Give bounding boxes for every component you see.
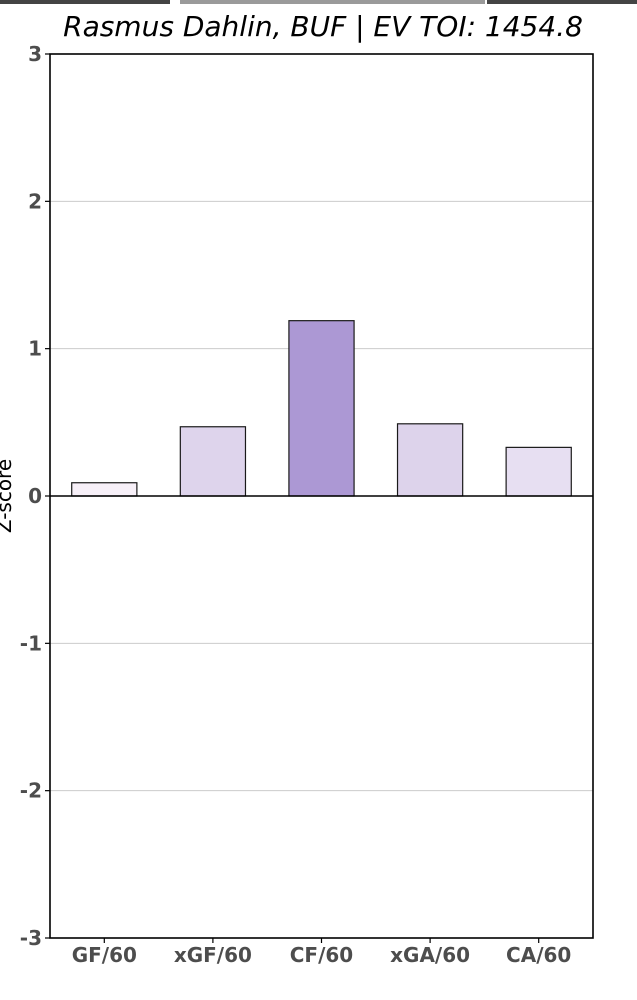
bar-gf-per-60 (71, 482, 138, 497)
y-axis-label: Z-score (0, 459, 16, 533)
x-tick-label: xGF/60 (174, 943, 252, 967)
y-tick-label: -2 (20, 779, 42, 803)
x-tick-label: CA/60 (506, 943, 571, 967)
y-tick-label: 0 (28, 484, 42, 508)
bar-xga-per-60 (396, 423, 464, 497)
x-axis-ticks: GF/60 xGF/60 CF/60 xGA/60 CA/60 (72, 938, 571, 967)
y-tick-label: -1 (20, 631, 42, 655)
y-tick-label: -3 (20, 926, 42, 950)
y-tick-label: 1 (28, 337, 42, 361)
x-tick-label: xGA/60 (390, 943, 470, 967)
bar-ca-per-60 (505, 446, 572, 497)
bar-xgf-per-60 (179, 426, 247, 497)
bar-cf-per-60 (288, 320, 355, 497)
y-axis-ticks: -3 -2 -1 0 1 2 3 (20, 42, 50, 950)
y-tick-label: 3 (28, 42, 42, 66)
top-border-bar (0, 0, 637, 4)
chart-title: Rasmus Dahlin, BUF | EV TOI: 1454.8 (63, 10, 583, 43)
y-tick-label: 2 (28, 189, 42, 213)
bars (71, 320, 572, 497)
x-tick-label: GF/60 (72, 943, 137, 967)
x-tick-label: CF/60 (290, 943, 353, 967)
